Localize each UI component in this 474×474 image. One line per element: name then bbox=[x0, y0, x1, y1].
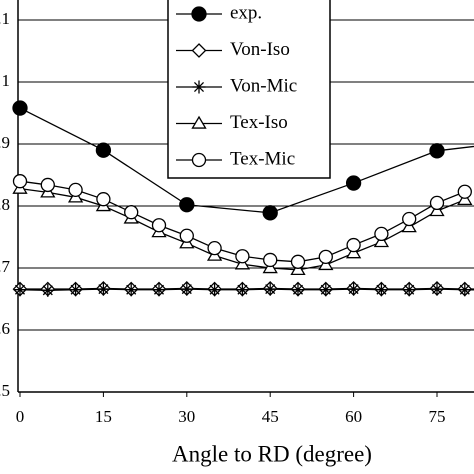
marker bbox=[152, 283, 166, 297]
y-tick-label: 1.1 bbox=[0, 9, 10, 28]
marker bbox=[12, 174, 28, 189]
marker bbox=[13, 283, 27, 297]
marker bbox=[318, 249, 333, 264]
marker bbox=[429, 195, 445, 211]
marker bbox=[235, 249, 250, 264]
y-tick-label: 0.8 bbox=[0, 195, 10, 214]
marker bbox=[191, 152, 207, 168]
marker bbox=[374, 226, 389, 242]
marker bbox=[290, 254, 306, 269]
marker bbox=[208, 283, 222, 297]
marker bbox=[263, 252, 278, 268]
x-tick-label: 75 bbox=[429, 407, 446, 426]
legend: exp. Von-Iso Von-Mic Tex-Iso Tex-Mic bbox=[167, 0, 331, 179]
marker bbox=[346, 237, 361, 253]
marker bbox=[263, 282, 277, 296]
marker bbox=[457, 184, 472, 199]
legend-label: Von-Iso bbox=[230, 39, 290, 60]
marker bbox=[40, 177, 55, 193]
legend-label: Von-Mic bbox=[230, 75, 297, 96]
marker bbox=[96, 192, 111, 207]
y-tick-label: 0.6 bbox=[0, 319, 10, 338]
legend-label: Tex-Iso bbox=[230, 112, 288, 133]
x-tick-label: 30 bbox=[178, 407, 195, 426]
marker bbox=[124, 283, 138, 297]
marker bbox=[291, 283, 305, 297]
marker bbox=[68, 182, 83, 198]
y-tick-label: 0.5 bbox=[0, 381, 10, 400]
y-tick-label: 1 bbox=[2, 71, 11, 90]
marker bbox=[12, 100, 28, 116]
x-tick-label: 45 bbox=[262, 407, 279, 426]
marker bbox=[402, 283, 416, 297]
marker bbox=[95, 142, 112, 158]
marker bbox=[179, 228, 194, 243]
marker bbox=[347, 282, 361, 296]
x-tick-label: 15 bbox=[95, 407, 112, 426]
legend-label: Tex-Mic bbox=[230, 148, 295, 169]
y-tick-label: 0.7 bbox=[0, 257, 11, 276]
marker bbox=[41, 283, 55, 297]
marker bbox=[180, 282, 194, 296]
x-tick-label: 60 bbox=[345, 407, 362, 426]
legend-box bbox=[167, 0, 331, 179]
marker bbox=[151, 218, 167, 233]
marker bbox=[124, 205, 139, 220]
marker bbox=[191, 115, 207, 129]
marker bbox=[191, 6, 207, 22]
marker bbox=[374, 283, 388, 297]
x-tick-label: 0 bbox=[16, 407, 25, 426]
marker bbox=[262, 205, 278, 221]
marker bbox=[458, 283, 472, 297]
marker bbox=[192, 80, 206, 94]
marker bbox=[69, 283, 83, 297]
marker bbox=[96, 282, 110, 296]
marker bbox=[402, 211, 417, 227]
marker bbox=[235, 283, 249, 297]
marker bbox=[207, 241, 222, 256]
marker bbox=[429, 143, 445, 159]
x-axis-title: Angle to RD (degree) bbox=[172, 441, 372, 466]
marker bbox=[179, 197, 195, 213]
legend-label: exp. bbox=[230, 2, 262, 23]
y-tick-label: 0.9 bbox=[0, 133, 10, 152]
marker bbox=[191, 43, 207, 58]
marker bbox=[345, 175, 362, 191]
marker bbox=[430, 282, 444, 296]
marker bbox=[319, 283, 333, 297]
